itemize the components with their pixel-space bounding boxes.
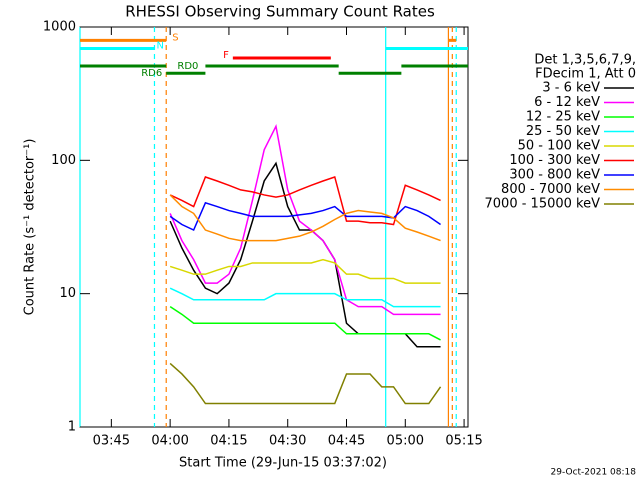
y-axis-label: Count Rate (s⁻¹ detector⁻¹) [23,139,38,316]
legend-label: 3 - 6 keV [542,81,600,96]
flag-label: RD0 [177,61,198,72]
legend-label: 7000 - 15000 keV [485,197,601,212]
series-line [169,123,441,316]
legend-label: 25 - 50 keV [526,124,600,139]
legend-label: 100 - 300 keV [509,153,600,168]
y-tick-label: 1000 [43,20,76,35]
flag-label: F [223,50,229,61]
y-tick-label: 1 [68,420,76,435]
legend-label: 50 - 100 keV [518,139,601,154]
x-tick-label: 04:30 [269,434,306,449]
legend-header: Det 1,3,5,6,7,9, [534,53,636,68]
x-tick-label: 04:00 [151,434,188,449]
y-tick-label: 10 [59,286,76,301]
x-axis-label: Start Time (29-Jun-15 03:37:02) [179,456,387,471]
x-tick-label: 05:00 [387,434,424,449]
legend-label: 6 - 12 keV [534,95,600,110]
x-tick-label: 05:15 [445,434,482,449]
y-tick-label: 100 [51,153,76,168]
series-line [169,176,441,226]
flag-label: N [156,40,163,51]
footer: 29-Oct-2021 08:18 [551,468,637,478]
flag-label: RD6 [141,68,162,79]
x-tick-label: 04:45 [328,434,365,449]
chart-title: RHESSI Observing Summary Count Rates [125,3,435,21]
legend-label: 300 - 800 keV [509,168,600,183]
legend-label: 800 - 7000 keV [501,182,600,197]
series-line [169,201,441,232]
series-line [169,305,441,341]
series-line [169,362,442,405]
series-line [169,194,441,242]
x-tick-label: 03:45 [93,434,130,449]
legend-label: 12 - 25 keV [526,110,600,125]
series-line [169,258,441,284]
series-line [169,287,441,308]
x-tick-label: 04:15 [210,434,247,449]
legend-header: FDecim 1, Att 0 [535,67,636,82]
flag-label: S [172,32,178,43]
